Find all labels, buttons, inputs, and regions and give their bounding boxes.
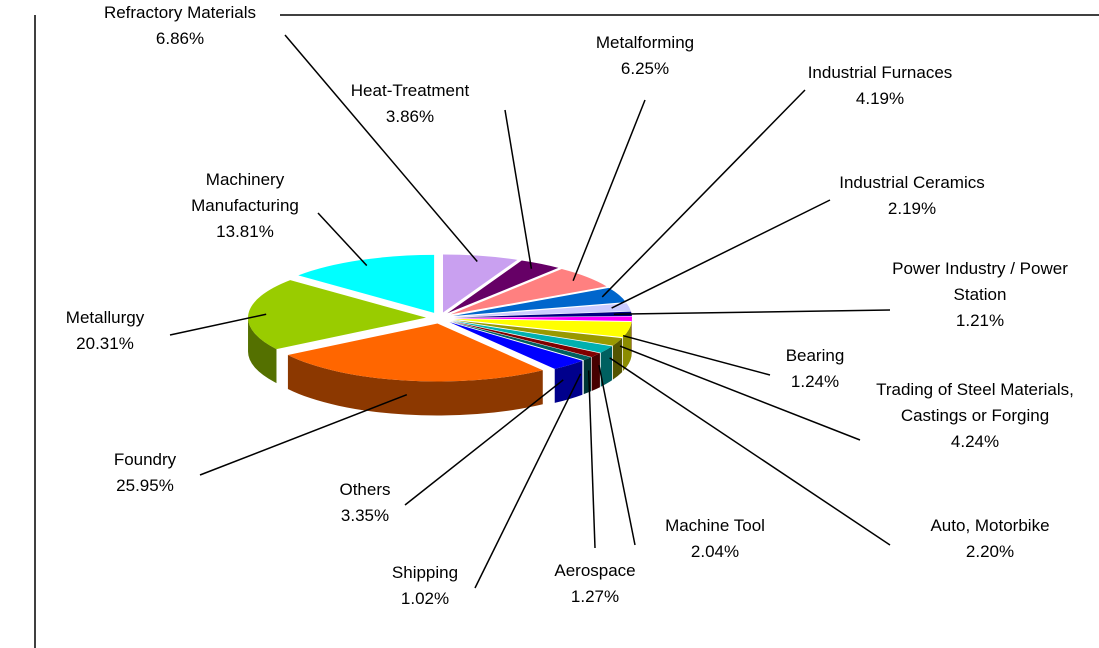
category-label: Metallurgy xyxy=(65,308,145,327)
value-label: 13.81% xyxy=(216,222,274,241)
slice xyxy=(453,287,626,316)
value-label: 2.19% xyxy=(887,199,937,218)
category-label: Shipping xyxy=(391,563,459,582)
slice xyxy=(450,269,607,315)
slice xyxy=(447,260,559,314)
value-label: 3.35% xyxy=(340,506,390,525)
value-label: 6.86% xyxy=(155,29,205,48)
category-label: Foundry xyxy=(113,450,177,469)
leader-line xyxy=(598,364,636,546)
data-label: Power Industry / Power Station 1.21% xyxy=(890,256,1070,334)
value-label: 1.24% xyxy=(790,372,840,391)
value-label: 20.31% xyxy=(76,334,134,353)
category-label: Power Industry / Power Station xyxy=(892,259,1068,304)
data-label: Others 3.35% xyxy=(305,477,425,529)
leader-line xyxy=(587,370,596,549)
slice-side xyxy=(591,353,600,391)
slice xyxy=(287,323,543,382)
slice-side xyxy=(622,321,632,372)
value-label: 2.20% xyxy=(965,542,1015,561)
value-label: 1.27% xyxy=(570,587,620,606)
value-label: 25.95% xyxy=(116,476,174,495)
slice-side xyxy=(248,317,277,384)
leader-line xyxy=(474,373,582,589)
data-label: Machine Tool 2.04% xyxy=(630,513,800,565)
data-label: Machinery Manufacturing 13.81% xyxy=(165,167,325,245)
slice xyxy=(451,321,600,357)
category-label: Aerospace xyxy=(554,561,636,580)
leader-line xyxy=(619,345,861,441)
slice-side xyxy=(612,338,623,380)
data-label: Foundry 25.95% xyxy=(85,447,205,499)
data-label: Refractory Materials 6.86% xyxy=(50,0,310,52)
leader-line xyxy=(199,393,408,476)
category-label: Machine Tool xyxy=(665,516,765,535)
category-label: Refractory Materials xyxy=(103,3,257,22)
slice xyxy=(453,316,632,321)
leader-line xyxy=(404,379,564,506)
value-label: 1.02% xyxy=(400,589,450,608)
value-label: 4.24% xyxy=(950,432,1000,451)
leader-line xyxy=(622,334,771,376)
data-label: Trading of Steel Materials, Castings or … xyxy=(860,377,1090,455)
slice xyxy=(298,254,435,313)
data-label: Bearing 1.24% xyxy=(755,343,875,395)
value-label: 6.25% xyxy=(620,59,670,78)
slice xyxy=(453,311,632,318)
category-label: Trading of Steel Materials, Castings or … xyxy=(876,380,1074,425)
leader-line xyxy=(609,357,891,546)
slice xyxy=(453,319,632,338)
slice xyxy=(450,321,592,361)
category-label: Industrial Ceramics xyxy=(839,173,985,192)
data-label: Heat-Treatment 3.86% xyxy=(300,78,520,130)
category-label: Bearing xyxy=(785,346,845,365)
category-label: Heat-Treatment xyxy=(350,81,470,100)
slice-side xyxy=(600,346,613,387)
slice-side xyxy=(554,360,583,403)
data-label: Industrial Ceramics 2.19% xyxy=(802,170,1022,222)
data-label: Metallurgy 20.31% xyxy=(40,305,170,357)
category-label: Machinery Manufacturing xyxy=(191,170,299,215)
leader-line xyxy=(611,199,831,309)
leader-line xyxy=(169,313,267,336)
value-label: 2.04% xyxy=(690,542,740,561)
slice xyxy=(452,320,623,346)
slice xyxy=(449,322,583,369)
data-label: Metalforming 6.25% xyxy=(565,30,725,82)
leader-line xyxy=(572,99,646,282)
value-label: 1.21% xyxy=(955,311,1005,330)
slice xyxy=(442,254,518,313)
value-label: 3.86% xyxy=(385,107,435,126)
data-label: Auto, Motorbike 2.20% xyxy=(890,513,1090,565)
data-label: Industrial Furnaces 4.19% xyxy=(770,60,990,112)
category-label: Metalforming xyxy=(595,33,695,52)
leader-line xyxy=(504,109,533,269)
category-label: Auto, Motorbike xyxy=(930,516,1050,535)
leader-line xyxy=(601,89,806,298)
slice xyxy=(248,280,427,350)
slice xyxy=(452,320,613,353)
leader-line xyxy=(613,309,891,315)
leader-line xyxy=(284,34,478,263)
slice xyxy=(453,303,631,318)
value-label: 4.19% xyxy=(855,89,905,108)
data-label: Shipping 1.02% xyxy=(355,560,495,612)
slice-side xyxy=(287,354,543,416)
data-label: Aerospace 1.27% xyxy=(525,558,665,610)
category-label: Industrial Furnaces xyxy=(807,63,953,82)
category-label: Others xyxy=(339,480,391,499)
leader-line xyxy=(317,212,368,267)
